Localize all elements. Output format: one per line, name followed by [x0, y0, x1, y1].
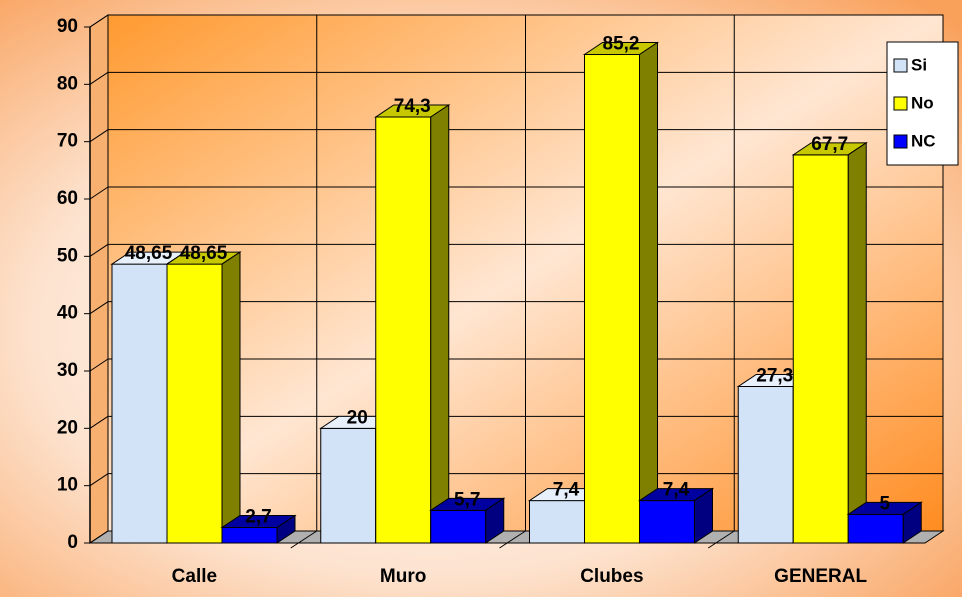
data-label: 48,65 — [125, 243, 173, 264]
legend-label: No — [911, 93, 934, 112]
grid-line — [89, 129, 109, 143]
data-label: 85,2 — [603, 34, 640, 55]
data-label: 7,4 — [553, 480, 580, 501]
data-label: 67,7 — [811, 134, 848, 155]
bar-front — [792, 154, 849, 544]
x-tick-label: Calle — [172, 566, 217, 587]
x-tick-label: Clubes — [580, 566, 643, 587]
data-label: 48,65 — [180, 243, 228, 264]
bar-front — [737, 385, 794, 544]
x-tick-label: GENERAL — [774, 566, 867, 587]
bar-side — [902, 501, 922, 544]
legend-swatch — [893, 134, 908, 149]
grid-line — [89, 186, 109, 200]
y-tick-label: 20 — [57, 417, 78, 438]
y-tick-label: 0 — [67, 532, 78, 553]
grid-line — [89, 301, 109, 315]
bar-side — [694, 487, 713, 544]
data-label: 7,4 — [663, 480, 690, 501]
bar-side — [847, 141, 867, 544]
legend-label: Si — [911, 55, 927, 74]
grid-line — [89, 415, 109, 429]
bar — [846, 501, 923, 544]
legend-swatch — [893, 96, 908, 111]
bar-front — [430, 509, 487, 544]
bar — [637, 487, 715, 544]
y-tick-label: 90 — [57, 16, 78, 37]
bar-front — [111, 263, 168, 544]
grid-line — [89, 530, 109, 544]
bar-front — [529, 500, 585, 544]
bar-front — [847, 513, 904, 544]
bar-side — [639, 41, 658, 544]
bar — [429, 497, 506, 544]
data-label: 5,7 — [454, 489, 480, 510]
bar — [374, 104, 451, 544]
bar — [220, 514, 297, 544]
data-label: 27,3 — [756, 365, 793, 386]
bar — [582, 41, 660, 544]
y-tick-label: 10 — [57, 475, 78, 496]
legend-label: NC — [911, 131, 936, 150]
data-label: 2,7 — [245, 507, 271, 528]
y-tick-label: 40 — [57, 303, 78, 324]
category-divider — [707, 530, 735, 549]
bar-front — [375, 116, 432, 544]
grid-line — [89, 358, 109, 372]
category-divider — [290, 530, 318, 549]
bar-front — [166, 263, 223, 544]
data-label: 74,3 — [394, 96, 431, 117]
y-tick-label: 80 — [57, 73, 78, 94]
data-label: 20 — [347, 407, 368, 428]
legend-swatch — [893, 58, 908, 73]
grid-line — [89, 473, 109, 487]
category-divider — [499, 530, 526, 549]
bar-side — [485, 497, 505, 544]
y-tick-label: 70 — [57, 131, 78, 152]
bar — [165, 251, 242, 544]
bar-front — [221, 527, 278, 544]
bar-side — [221, 251, 241, 544]
grid-line — [89, 243, 109, 257]
y-tick-label: 50 — [57, 245, 78, 266]
bar-side — [430, 104, 450, 544]
side-wall — [89, 14, 109, 544]
x-tick-label: Muro — [380, 566, 426, 587]
bar-front — [584, 54, 640, 544]
bar — [791, 141, 868, 544]
grid-line — [89, 71, 109, 85]
y-tick-label: 30 — [57, 360, 78, 381]
bar-front — [320, 427, 377, 544]
grid-line — [89, 14, 109, 28]
data-label: 5 — [879, 493, 890, 514]
y-tick-label: 60 — [57, 188, 78, 209]
bar-front — [639, 500, 695, 544]
bar-side — [276, 514, 296, 544]
